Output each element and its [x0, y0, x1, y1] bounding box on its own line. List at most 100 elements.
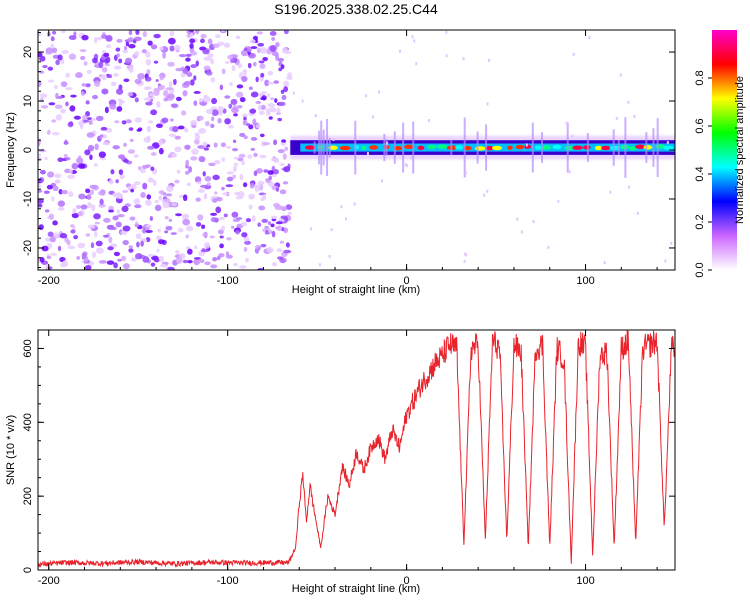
spectrogram-noise-cell: [157, 239, 165, 245]
spectrogram-noise-cell: [257, 180, 265, 186]
spectrogram-noise-cell: [195, 197, 202, 202]
spectrogram-noise-cell: [102, 234, 110, 238]
spectrogram-noise-cell: [71, 212, 79, 219]
spectrogram-noise-cell: [245, 258, 249, 263]
spectrogram-noise-cell: [94, 231, 98, 238]
spectrogram-noise-cell: [264, 231, 270, 235]
signal-band-blob: [491, 145, 503, 151]
spectrogram-noise-cell: [84, 264, 92, 270]
spectrogram-noise-cell: [137, 73, 146, 80]
spectrogram-noise-cell: [182, 218, 191, 226]
spectrogram-noise-cell: [123, 78, 130, 83]
spectrogram-noise-cell: [275, 41, 280, 48]
spectrogram-noise-cell: [105, 35, 113, 42]
signal-spike: [318, 130, 321, 165]
spectrogram-noise-cell: [85, 83, 91, 88]
spectrogram-noise-cell: [120, 230, 126, 235]
spectrogram-faint-dot: [520, 230, 523, 234]
spectrogram-noise-cell: [39, 169, 46, 175]
signal-spike: [541, 132, 544, 163]
snr-x-ticks: -200 -100 0 100: [38, 330, 658, 587]
spectrogram-noise-cell: [169, 30, 175, 36]
spectrogram-noise-cell: [206, 70, 213, 76]
spectrogram-noise-cell: [44, 209, 50, 213]
spectrogram-noise-cell: [270, 97, 275, 101]
spectrogram-noise-cell: [117, 193, 124, 200]
spectrogram-y-tick-label: -20: [22, 240, 34, 256]
spectrogram-noise-cell: [63, 153, 68, 159]
spectrogram-noise-cell: [75, 204, 81, 209]
spectrogram-noise-cell: [122, 225, 131, 232]
spectrogram-noise-cell: [175, 257, 183, 264]
spectrogram-noise-cell: [153, 33, 161, 39]
spectrogram-noise-cell: [283, 166, 291, 173]
spectrogram-x-tick-label: -200: [38, 275, 60, 287]
spectrogram-noise-cell: [237, 157, 244, 162]
spectrogram-noise-cell: [227, 54, 234, 60]
spectrogram-noise-cell: [270, 215, 278, 220]
spectrogram-noise-cell: [260, 197, 265, 202]
spectrogram-noise-cell: [224, 118, 231, 125]
spectrogram-noise-cell: [93, 213, 101, 220]
spectrogram-noise-cell: [149, 92, 155, 97]
spectrogram-noise-cell: [237, 62, 243, 69]
spectrogram-noise-cell: [128, 66, 134, 74]
spectrogram-noise-cell: [267, 221, 272, 225]
spectrogram-noise-cell: [267, 182, 275, 187]
spectrogram-noise-cell: [273, 139, 278, 146]
spectrogram-noise-cell: [142, 182, 148, 190]
signal-band-blob: [594, 145, 603, 151]
spectrogram-noise-cell: [268, 175, 273, 181]
colorbar-tick-label: 0.8: [694, 70, 706, 85]
spectrogram-noise-cell: [125, 57, 133, 64]
spectrogram-noise-cell: [83, 61, 88, 66]
spectrogram-noise-cell: [214, 191, 218, 195]
spectrogram-noise-cell: [89, 184, 98, 189]
spectrogram-noise-cell: [69, 105, 76, 112]
spectrogram-noise-cell: [52, 185, 59, 192]
spectrogram-noise-cell: [241, 160, 245, 166]
spectrogram-noise-cell: [174, 146, 182, 153]
colorbar: 0.0 0.2 0.4 0.6 0.8 Normalized spectral ampl…: [694, 30, 746, 278]
colorbar-bar: [712, 30, 737, 270]
spectrogram-faint-dot: [525, 143, 528, 147]
spectrogram-noise-cell: [108, 209, 115, 213]
spectrogram-noise-cell: [259, 133, 265, 138]
spectrogram-noise-cell: [194, 30, 200, 35]
spectrogram-noise-cell: [150, 166, 155, 171]
spectrogram-y-tick-label: 0: [22, 147, 34, 153]
spectrogram-noise-cell: [91, 251, 97, 259]
spectrogram-faint-dot: [406, 164, 409, 168]
spectrogram-noise-cell: [171, 152, 177, 158]
signal-band-blob: [583, 145, 591, 150]
spectrogram-noise-cell: [113, 251, 121, 257]
snr-x-tick-label: -200: [38, 575, 60, 587]
spectrogram-noise-cell: [108, 178, 114, 185]
spectrogram-noise-cell: [38, 203, 43, 208]
spectrogram-noise-cell: [232, 174, 236, 179]
spectrogram-noise-cell: [129, 216, 136, 221]
spectrogram-noise-cell: [54, 104, 63, 110]
spectrogram-noise-cell: [259, 154, 267, 159]
spectrogram-noise-cell: [180, 72, 186, 78]
spectrogram-noise-cell: [68, 53, 77, 60]
spectrogram-noise-cell: [137, 127, 143, 131]
spectrogram-noise-cell: [135, 233, 142, 240]
spectrogram-noise-region: [38, 30, 293, 270]
spectrogram-noise-cell: [258, 205, 266, 211]
spectrogram-faint-dot: [464, 171, 467, 175]
spectrogram-noise-cell: [115, 179, 119, 184]
spectrogram-noise-cell: [113, 65, 122, 70]
spectrogram-noise-cell: [244, 240, 251, 245]
spectrogram-noise-cell: [44, 156, 48, 160]
spectrogram-noise-cell: [194, 176, 202, 183]
spectrogram-noise-cell: [217, 216, 225, 221]
spectrogram-noise-cell: [146, 125, 152, 133]
spectrogram-noise-cell: [158, 147, 164, 155]
spectrogram-noise-cell: [47, 129, 51, 135]
spectrogram-noise-cell: [118, 58, 123, 64]
spectrogram-noise-cell: [115, 47, 121, 52]
spectrogram-faint-dot: [483, 193, 486, 197]
spectrogram-noise-cell: [236, 217, 243, 220]
spectrogram-noise-cell: [259, 47, 268, 54]
